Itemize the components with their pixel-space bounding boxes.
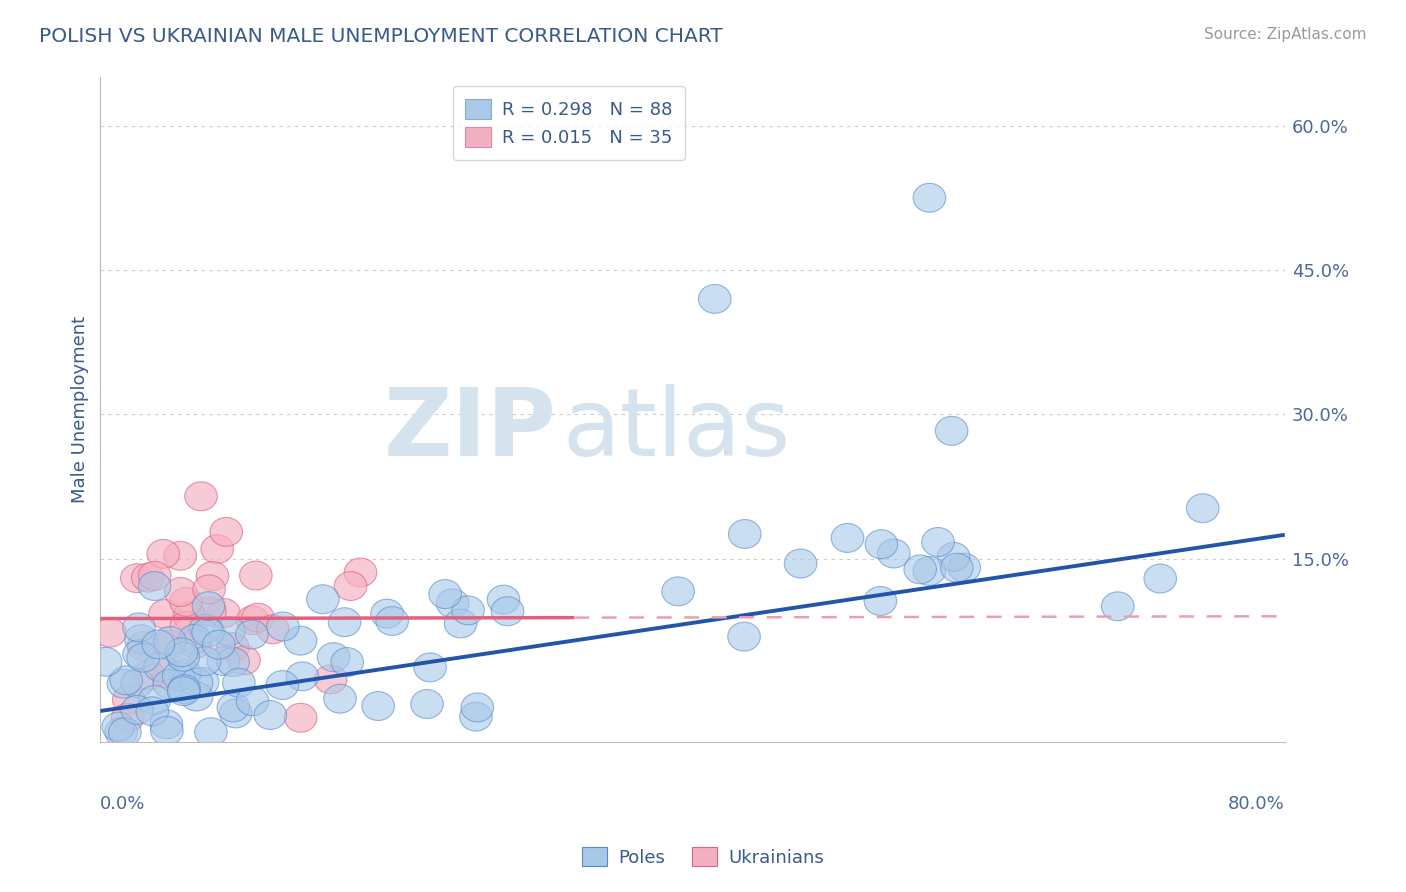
Text: 0.0%: 0.0% [100, 795, 146, 813]
Y-axis label: Male Unemployment: Male Unemployment [72, 316, 89, 503]
Legend: Poles, Ukrainians: Poles, Ukrainians [575, 840, 831, 874]
Text: 80.0%: 80.0% [1227, 795, 1285, 813]
Text: atlas: atlas [562, 384, 790, 475]
Text: ZIP: ZIP [384, 384, 557, 475]
Text: Source: ZipAtlas.com: Source: ZipAtlas.com [1204, 27, 1367, 42]
Legend: R = 0.298   N = 88, R = 0.015   N = 35: R = 0.298 N = 88, R = 0.015 N = 35 [453, 87, 685, 160]
Text: POLISH VS UKRAINIAN MALE UNEMPLOYMENT CORRELATION CHART: POLISH VS UKRAINIAN MALE UNEMPLOYMENT CO… [39, 27, 723, 45]
